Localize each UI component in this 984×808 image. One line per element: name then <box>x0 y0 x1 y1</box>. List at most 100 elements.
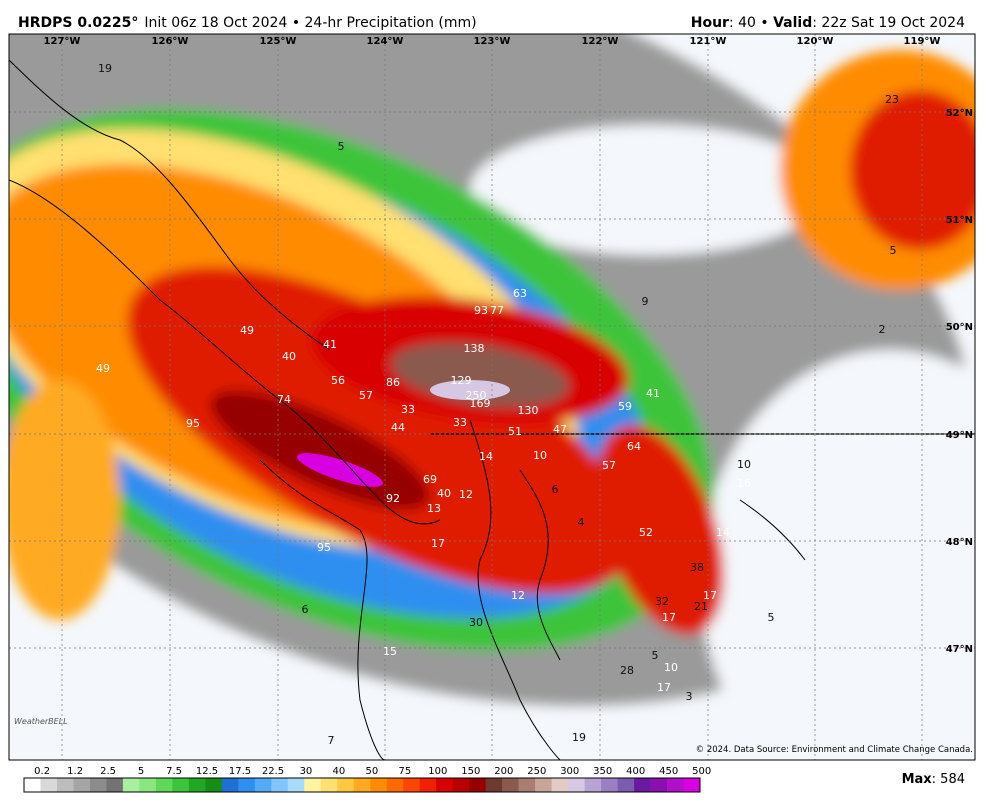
longitude-label: 121°W <box>690 36 727 47</box>
colorbar-swatch <box>172 778 190 792</box>
point-value: 2 <box>879 323 886 336</box>
colorbar-swatch <box>221 778 239 792</box>
latitude-labels: 52°N 51°N 50°N 49°N 48°N 47°N <box>946 108 973 655</box>
colorbar-label: 250 <box>527 766 546 777</box>
point-value: 30 <box>469 616 483 629</box>
point-value: 19 <box>572 731 586 744</box>
point-value: 59 <box>618 400 632 413</box>
colorbar-label: 450 <box>659 766 678 777</box>
colorbar-swatch <box>518 778 536 792</box>
credit: © 2024. Data Source: Environment and Cli… <box>696 745 973 755</box>
point-value: 17 <box>703 589 717 602</box>
colorbar-label: 150 <box>461 766 480 777</box>
colorbar-label: 350 <box>593 766 612 777</box>
colorbar-swatch <box>188 778 206 792</box>
map-frame <box>8 33 976 761</box>
point-value: 5 <box>890 244 897 257</box>
point-value: 74 <box>277 393 291 406</box>
valid-value: : 22z Sat 19 Oct 2024 <box>812 15 965 31</box>
colorbar-label: 40 <box>333 766 346 777</box>
point-value: 64 <box>627 440 641 453</box>
colorbar-swatch <box>122 778 140 792</box>
longitude-label: 119°W <box>904 36 941 47</box>
colorbar-swatch <box>40 778 58 792</box>
point-value: 4 <box>578 516 585 529</box>
point-value: 3 <box>686 690 693 703</box>
point-value: 92 <box>386 492 400 505</box>
point-value: 47 <box>553 423 567 436</box>
point-value: 86 <box>386 376 400 389</box>
colorbar-label: 17.5 <box>229 766 251 777</box>
hour-value: : 40 • <box>729 15 773 31</box>
colorbar-label: 1.2 <box>67 766 83 777</box>
point-value: 32 <box>655 595 669 608</box>
point-value: 63 <box>513 287 527 300</box>
colorbar-label: 5 <box>138 766 144 777</box>
max-info: Max: 584 <box>902 772 965 787</box>
longitude-label: 125°W <box>260 36 297 47</box>
point-value: 13 <box>427 502 441 515</box>
colorbar-swatch <box>584 778 602 792</box>
colorbar-label: 22.5 <box>262 766 284 777</box>
point-value: 40 <box>282 350 296 363</box>
point-value: 17 <box>657 681 671 694</box>
point-value: 129 <box>451 374 472 387</box>
latitude-label: 48°N <box>946 537 973 548</box>
point-value: 138 <box>464 342 485 355</box>
title: HRDPS 0.0225° <box>18 15 138 31</box>
point-value: 19 <box>98 62 112 75</box>
colorbar-swatch <box>551 778 569 792</box>
colorbar-swatch <box>155 778 173 792</box>
colorbar-label: 12.5 <box>196 766 218 777</box>
colorbar-swatch <box>370 778 388 792</box>
point-value: 28 <box>620 664 634 677</box>
colorbar-swatch <box>568 778 585 792</box>
colorbar-swatch <box>320 778 338 792</box>
point-value: 17 <box>662 611 676 624</box>
logo: WeatherBELL <box>14 717 68 726</box>
colorbar-swatch <box>271 778 289 792</box>
longitude-label: 123°W <box>474 36 511 47</box>
colorbar-swatch <box>535 778 552 792</box>
colorbar-swatch <box>287 778 305 792</box>
colorbar-swatch <box>650 778 668 792</box>
longitude-labels: 127°W 126°W 125°W 124°W 123°W 122°W 121°W 120°W… <box>44 36 941 47</box>
colorbar-label: 2.5 <box>100 766 116 777</box>
point-value: 14 <box>479 450 493 463</box>
max-value: : 584 <box>932 772 965 787</box>
colorbar-swatch <box>139 778 157 792</box>
point-value: 169 <box>470 397 491 410</box>
header-left: HRDPS 0.0225° Init 06z 18 Oct 2024 • 24-h… <box>18 15 477 31</box>
longitude-label: 124°W <box>367 36 404 47</box>
colorbar-swatch <box>403 778 421 792</box>
point-value: 69 <box>423 473 437 486</box>
point-value: 5 <box>652 649 659 662</box>
header-right: Hour: 40 • Valid: 22z Sat 19 Oct 2024 <box>691 15 965 31</box>
point-value: 95 <box>317 541 331 554</box>
colorbar-label: 300 <box>560 766 579 777</box>
colorbar-swatch <box>254 778 272 792</box>
point-value: 41 <box>323 338 337 351</box>
colorbar: 0.2 1.2 2.5 5 7.5 12.5 17.5 22.5 30 40 50 75 100 150 2… <box>23 766 711 793</box>
point-value: 9 <box>642 295 649 308</box>
point-value: 95 <box>186 417 200 430</box>
point-value: 16 <box>737 477 751 490</box>
point-value: 17 <box>431 537 445 550</box>
valid-label: Valid <box>773 15 812 31</box>
point-value: 49 <box>96 362 110 375</box>
latitude-label: 52°N <box>946 108 973 119</box>
colorbar-label: 75 <box>399 766 412 777</box>
subtitle: Init 06z 18 Oct 2024 • 24-hr Precipitati… <box>144 15 476 31</box>
point-value: 6 <box>552 483 559 496</box>
point-value: 10 <box>737 458 751 471</box>
point-value: 57 <box>602 459 616 472</box>
colorbar-swatch <box>452 778 470 792</box>
point-value: 77 <box>490 304 504 317</box>
colorbar-swatch <box>304 778 322 792</box>
colorbar-label: 30 <box>300 766 313 777</box>
colorbar-swatch <box>419 778 437 792</box>
